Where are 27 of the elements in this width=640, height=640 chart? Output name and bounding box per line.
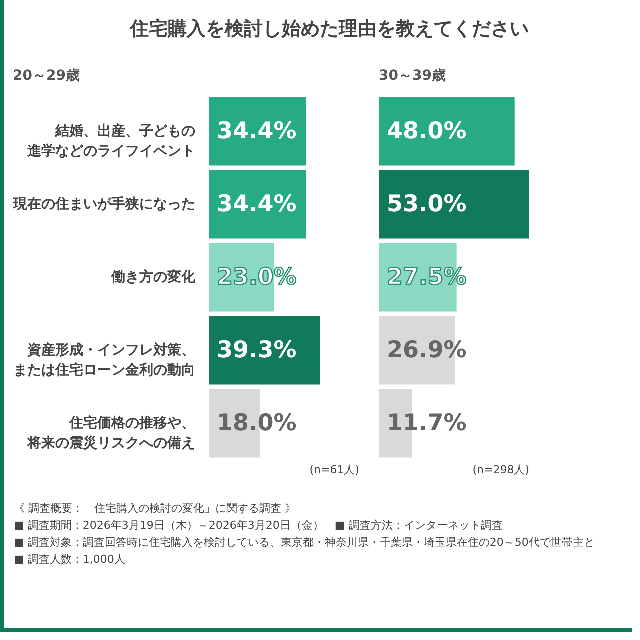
data-label: 34.4%: [217, 192, 297, 218]
y-tick-label: 現在の住まいが手狭になった: [12, 196, 196, 212]
text: (n=298人): [472, 464, 530, 476]
annotation: (n=61人): [310, 464, 360, 476]
bar: [209, 316, 320, 385]
y-tick-label: 働き方の変化: [110, 268, 196, 286]
chart-subtitle: 30～39歳: [379, 68, 446, 84]
data-label: 26.9%: [387, 338, 467, 364]
data-label: 34.4%: [217, 118, 297, 144]
data-label: 53.0%: [387, 192, 467, 218]
bar: [209, 97, 306, 166]
text: ■ 調査対象：調査回答時に住宅購入を検討している、東京都・神奈川県・千葉県・埼玉県在住の20～50代で世帯主と: [14, 535, 596, 551]
bar: [379, 97, 515, 166]
text: ■ 調査期間：2026年3月19日（木）～2026年3月20日（金） ■ 調査方法：インターネット調査: [14, 518, 504, 534]
data-label: 18.0%: [217, 410, 297, 436]
y-tick-label: 資産形成・インフレ対策、または住宅ローン金利の動向: [14, 342, 196, 378]
data-label: 11.7%: [387, 410, 467, 436]
bar: [209, 170, 306, 239]
text: 20～29歳: [13, 68, 80, 84]
data-label: 48.0%: [387, 118, 467, 144]
y-tick-label: 住宅価格の推移や、将来の震災リスクへの備え: [26, 414, 196, 452]
text: ■ 調査人数：1,000人: [14, 552, 126, 568]
data-label: 39.3%: [217, 338, 297, 364]
chart-title: 住宅購入を検討し始めた理由を教えてください: [129, 18, 529, 40]
y-tick-label: 結婚、出産、子どもの進学などのライフイベント: [26, 122, 196, 160]
bar: [379, 170, 529, 239]
text: 《 調査概要：「住宅購入の検討の変化」に関する調査 》: [14, 501, 297, 517]
